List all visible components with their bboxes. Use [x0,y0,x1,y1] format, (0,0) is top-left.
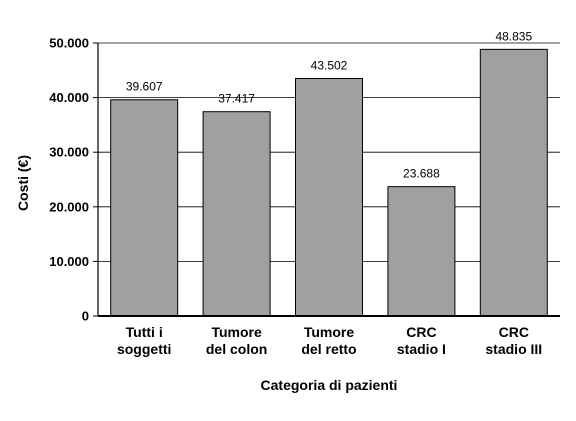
y-axis-title: Costi (€) [15,155,31,211]
data-label: 39.607 [126,80,163,94]
data-label: 37.417 [218,92,255,106]
y-tick-label: 0 [82,309,89,324]
bar [295,77,363,317]
y-tick-label: 40.000 [49,90,89,105]
x-category-label: CRC stadio I [397,324,446,357]
y-tick-label: 30.000 [49,145,89,160]
x-category-label: Tutti i soggetti [117,324,171,357]
bars [110,48,548,317]
data-labels: 39.607 37.417 43.502 23.688 48.835 [126,29,533,180]
bar [387,186,456,317]
bar [479,48,548,317]
y-tick-labels: 0 10.000 20.000 30.000 40.000 50.000 [49,36,98,324]
bar [202,111,271,317]
y-tick-label: 20.000 [49,199,89,214]
data-label: 23.688 [403,167,440,181]
y-tick-label: 50.000 [49,36,89,51]
x-category-labels: Tutti i soggetti Tumore del colon Tumore del … [117,324,542,357]
x-category-label: CRC stadio III [485,324,542,357]
y-tick-label: 10.000 [49,254,89,269]
data-label: 48.835 [495,29,532,43]
bar [110,99,179,317]
x-axis-title: Categoria di pazienti [261,377,398,393]
data-label: 43.502 [311,58,348,72]
x-category-label: Tumore del retto [301,324,356,357]
axes [97,43,560,317]
x-category-label: Tumore del colon [206,324,267,357]
